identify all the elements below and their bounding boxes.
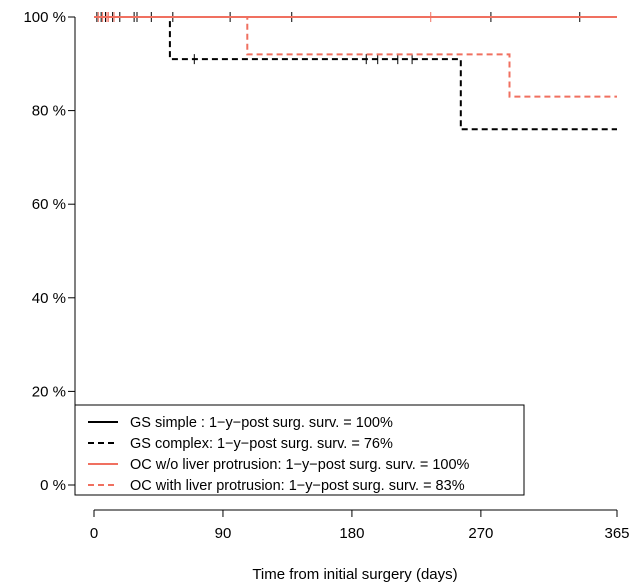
x-tick-label: 90 [215, 525, 232, 542]
legend-label: GS complex: 1−y−post surg. surv. = 76% [130, 436, 393, 452]
y-tick-label: 100 % [23, 9, 66, 26]
legend: GS simple : 1−y−post surg. surv. = 100% G… [74, 404, 525, 496]
legend-items: GS simple : 1−y−post surg. surv. = 100% G… [88, 415, 470, 494]
y-tick-label: 40 % [32, 290, 66, 307]
x-axis: 0 90 180 270 365 [90, 509, 630, 542]
legend-label: GS simple : 1−y−post surg. surv. = 100% [130, 415, 393, 431]
y-axis: 0 % 20 % 40 % 60 % 80 % 100 % [23, 9, 76, 494]
x-axis-title: Time from initial surgery (days) [252, 566, 457, 583]
legend-label: OC w/o liver protrusion: 1−y−post surg. … [130, 457, 470, 473]
survival-curve [94, 16, 617, 131]
series-2 [94, 12, 617, 22]
y-tick-label: 60 % [32, 196, 66, 213]
series-1 [94, 12, 617, 131]
x-tick-label: 0 [90, 525, 98, 542]
survival-curves [94, 12, 617, 131]
series-3 [94, 12, 617, 98]
x-tick-label: 365 [604, 525, 629, 542]
y-ticks: 0 % 20 % 40 % 60 % 80 % 100 % [23, 9, 75, 494]
y-tick-label: 20 % [32, 383, 66, 400]
legend-box [74, 404, 525, 496]
y-tick-label: 0 % [40, 477, 66, 494]
x-tick-label: 270 [468, 525, 493, 542]
y-tick-label: 80 % [32, 103, 66, 120]
survival-curve [94, 16, 617, 98]
x-ticks: 0 90 180 270 365 [90, 510, 630, 542]
x-tick-label: 180 [339, 525, 364, 542]
legend-label: OC with liver protrusion: 1−y−post surg.… [130, 478, 465, 494]
